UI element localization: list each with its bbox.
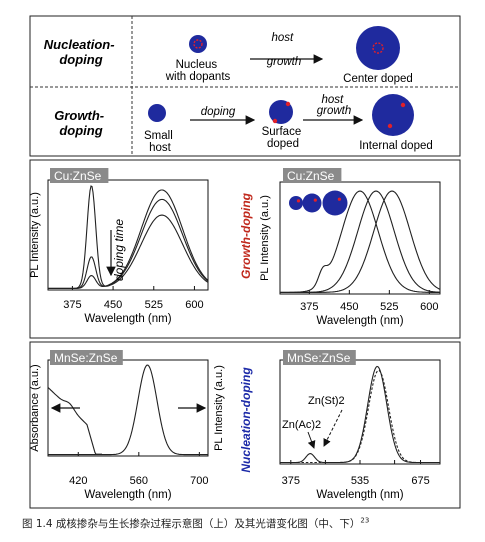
x-tick-label: 600 <box>420 301 438 313</box>
figure-caption-ref: 23 <box>360 516 370 525</box>
surface-dopant-dot-1 <box>285 101 291 107</box>
internal-dopant-dot-1 <box>400 102 406 108</box>
x-tick-label: 525 <box>145 299 163 311</box>
small-host-caption: Small host <box>144 130 176 154</box>
series-line-1 <box>47 387 102 455</box>
dopant-dot <box>313 198 317 202</box>
bottom-block-frame <box>29 341 461 509</box>
panel-tag-bg <box>50 168 109 183</box>
x-tick-label: 525 <box>380 301 398 313</box>
x-tick-label: 600 <box>185 299 203 311</box>
series-line-3 <box>48 189 209 289</box>
series-line-3 <box>280 190 441 293</box>
internal-doped-dot <box>372 94 414 136</box>
panel-tag: Cu:ZnSe <box>54 169 102 183</box>
x-tick-label: 450 <box>340 301 358 313</box>
series-line-2 <box>48 364 208 456</box>
dopant-dot <box>296 199 301 203</box>
growth-doping-label: Growth- doping <box>54 108 107 138</box>
y-axis-label: PL Intensity (a.u.) <box>259 195 271 281</box>
center-doped-dot <box>356 26 400 70</box>
dopant-dot <box>337 197 341 201</box>
y-axis-label: Absorbance (a.u.) <box>29 364 41 451</box>
x-tick-label: 700 <box>190 475 208 487</box>
host-growth-label-2: host growth <box>317 94 352 117</box>
center-doped-caption: Center doped <box>343 73 413 85</box>
plot-frame <box>47 179 209 291</box>
panel-tag-bg <box>50 350 123 365</box>
figure-caption: 图 1.4 成核掺杂与生长掺杂过程示意图（上）及其光谱变化图（中、下）23 <box>22 516 472 531</box>
nucleation-doping-side-label: Nucleation-doping <box>239 367 253 473</box>
panel-tag: MnSe:ZnSe <box>287 351 351 365</box>
series-line-1 <box>280 190 440 293</box>
panel-tag-bg <box>283 350 356 365</box>
figure-caption-text: 图 1.4 成核掺杂与生长掺杂过程示意图（上）及其光谱变化图（中、下） <box>22 518 361 530</box>
nucleation-doping-label: Nucleation- doping <box>44 37 118 67</box>
chart-cu-znse-doping-time: Cu:ZnSe 375 450 525 600 Wavelength (nm) PL Int… <box>29 168 209 325</box>
doping-arrow-label: doping <box>201 106 236 118</box>
surface-doped-caption: Surface doped <box>262 126 305 150</box>
surface-dopant-dot-2 <box>272 118 278 124</box>
series-line-2 <box>280 369 440 464</box>
doping-time-label: doping time <box>112 219 126 281</box>
x-axis-label: Wavelength (nm) <box>316 489 403 501</box>
zn-ac2-pointer <box>307 431 316 449</box>
small-host-dot <box>148 104 166 122</box>
x-tick-label: 560 <box>130 475 148 487</box>
x-tick-label: 375 <box>300 301 318 313</box>
plot-frame <box>47 359 209 457</box>
growth-doping-side-label: Growth-doping <box>239 192 253 279</box>
zn-ac2-label: Zn(Ac)2 <box>282 419 321 431</box>
series-line-1 <box>280 365 440 464</box>
x-axis-label: Wavelength (nm) <box>316 315 403 327</box>
x-tick-label: 675 <box>411 475 429 487</box>
x-tick-label: 375 <box>63 299 81 311</box>
x-tick-label: 375 <box>282 475 300 487</box>
x-tick-label: 535 <box>351 475 369 487</box>
growth-dot-1 <box>289 196 303 210</box>
growth-dot-2 <box>302 193 322 213</box>
chart-cu-znse-growth-doping: Cu:ZnSe 375 450 525 600 Wavelength (nm) PL Int… <box>259 168 441 327</box>
x-axis-label: Wavelength (nm) <box>84 489 171 501</box>
schematic-panel: Nucleation- doping Growth- doping Nucleu… <box>29 15 461 157</box>
panel-tag-bg <box>283 168 342 183</box>
surface-doped-dot <box>269 100 293 124</box>
y-axis-label: PL Intensity (a.u.) <box>29 192 41 278</box>
plot-frame <box>279 181 441 295</box>
chart-mnse-znse-absorbance-pl: MnSe:ZnSe 420 560 700 Wavelength (nm) Absorba… <box>29 350 225 501</box>
zn-st2-label: Zn(St)2 <box>308 395 345 407</box>
x-tick-label: 450 <box>104 299 122 311</box>
series-line-2 <box>48 198 209 289</box>
middle-block-frame <box>29 159 461 339</box>
internal-doped-caption: Internal doped <box>359 140 433 152</box>
panel-tag: Cu:ZnSe <box>287 169 335 183</box>
nucleus-dopant-dot <box>193 39 203 49</box>
zn-st2-pointer <box>323 409 343 447</box>
panel-tag: MnSe:ZnSe <box>54 351 118 365</box>
plot-frame <box>279 359 441 465</box>
growth-dot-3 <box>322 190 348 216</box>
host-growth-label-1: host growth <box>267 32 302 68</box>
nucleus-caption: Nucleus with dopants <box>165 59 231 83</box>
x-axis-label: Wavelength (nm) <box>84 313 171 325</box>
y-axis-label-right: PL Intensity (a.u.) <box>213 365 225 451</box>
internal-dopant-dot-2 <box>387 123 393 129</box>
x-tick-label: 420 <box>69 475 87 487</box>
center-dopant-dot <box>372 42 384 54</box>
nucleus-dot <box>189 35 207 53</box>
chart-mnse-znse-zn-precursor: MnSe:ZnSe 375 535 675 Wavelength (nm) Zn(St)2… <box>279 350 441 501</box>
